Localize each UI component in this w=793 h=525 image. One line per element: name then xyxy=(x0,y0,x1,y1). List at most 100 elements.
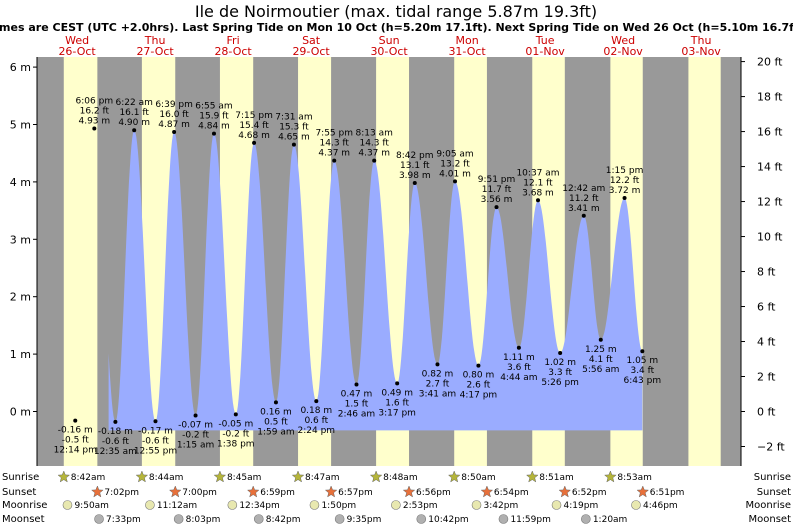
tide-point xyxy=(354,382,359,387)
tide-height-m: 4.93 m xyxy=(78,117,110,127)
tide-height-ft: 1.5 ft xyxy=(345,400,369,410)
tide-point xyxy=(92,126,97,131)
tide-height-m: 0.80 m xyxy=(463,371,495,381)
tide-height-ft: 14.3 ft xyxy=(320,139,350,149)
tide-height-m: 0.18 m xyxy=(300,406,332,416)
day-name: Thu xyxy=(144,34,166,47)
tide-time: 12:55 pm xyxy=(134,446,177,456)
moonrise-icon xyxy=(62,500,73,510)
y-tick-label-ft: 12 ft xyxy=(757,196,783,209)
tide-time: 10:37 am xyxy=(516,168,559,178)
tide-time: 6:39 pm xyxy=(155,100,193,110)
moonrise-time: 12:34pm xyxy=(239,501,279,511)
y-tick-label-ft: 18 ft xyxy=(757,91,783,104)
tide-height-ft: 14.3 ft xyxy=(359,139,389,149)
day-name: Wed xyxy=(65,34,89,47)
tide-height-ft: -0.6 ft xyxy=(102,437,129,447)
y-tick-label-ft: 16 ft xyxy=(757,126,783,139)
sunrise-time: 8:50am xyxy=(461,473,496,483)
tide-time: 6:06 pm xyxy=(76,97,114,107)
tide-point xyxy=(494,205,499,210)
sunrise-row-label-right: Sunrise xyxy=(754,472,791,483)
sunset-time: 6:54pm xyxy=(494,488,529,498)
tide-height-ft: 13.1 ft xyxy=(400,161,430,171)
tide-point xyxy=(581,213,586,218)
tide-height-m: 3.98 m xyxy=(399,171,431,181)
astro-rows: Sunrise Sunrise Sunset Sunset Moonrise Moonri… xyxy=(2,470,791,525)
sunset-time: 6:51pm xyxy=(650,488,685,498)
moonset-icon xyxy=(581,514,591,524)
tide-time: 8:42 pm xyxy=(396,151,434,161)
moonrise-time: 3:42pm xyxy=(484,501,519,511)
y-tick-label-m: 5 m xyxy=(10,119,31,132)
moonrise-time: 4:46pm xyxy=(643,501,678,511)
y-tick-label-ft: 20 ft xyxy=(757,56,783,69)
tide-height-ft: 0.5 ft xyxy=(264,417,288,427)
sunset-row-label: Sunset xyxy=(2,487,36,498)
moonset-icon xyxy=(416,514,427,524)
tide-height-m: 3.68 m xyxy=(522,188,554,198)
y-tick-label-ft: 14 ft xyxy=(757,161,783,174)
tide-height-m: -0.18 m xyxy=(98,427,133,437)
y-tick-label-m: 4 m xyxy=(10,176,31,189)
tide-time: 5:26 pm xyxy=(541,378,579,388)
tide-time: 1:15 am xyxy=(177,441,214,451)
tide-time: 2:24 pm xyxy=(298,426,336,436)
y-tick-label-ft: 6 ft xyxy=(757,301,776,314)
moonrise-time: 9:50am xyxy=(74,501,109,511)
tide-point xyxy=(252,140,257,145)
daylight-band xyxy=(688,57,721,466)
tide-point xyxy=(536,198,541,203)
tide-height-ft: 3.3 ft xyxy=(548,368,572,378)
tide-point xyxy=(453,179,458,184)
sunset-icon xyxy=(324,485,338,498)
sunrise-icon xyxy=(57,470,71,483)
y-tick-label-m: 6 m xyxy=(10,61,31,74)
tide-time: 7:15 pm xyxy=(235,111,273,121)
day-name: Tue xyxy=(535,34,555,47)
tide-height-m: -0.07 m xyxy=(178,421,213,431)
moonrise-row-label-right: Moonrise xyxy=(746,500,791,511)
moonset-icon xyxy=(498,514,509,524)
moonrise-time: 11:12am xyxy=(157,501,197,511)
tide-height-ft: 0.6 ft xyxy=(304,416,328,426)
y-tick-label-ft: 0 ft xyxy=(757,406,776,419)
tide-height-m: 3.72 m xyxy=(609,186,641,196)
tide-point xyxy=(412,181,417,186)
tide-height-m: -0.16 m xyxy=(58,426,93,436)
tide-height-m: 4.37 m xyxy=(358,149,390,159)
tide-point xyxy=(193,413,198,418)
tide-time: 1:38 pm xyxy=(217,439,255,449)
sunset-row-label-right: Sunset xyxy=(757,487,791,498)
tide-height-m: -0.17 m xyxy=(138,426,173,436)
sunset-time: 7:02pm xyxy=(104,488,139,498)
moonrise-icon xyxy=(145,500,155,510)
day-date: 01-Nov xyxy=(525,45,565,58)
tide-point xyxy=(332,158,337,163)
tide-height-ft: 15.4 ft xyxy=(239,121,269,131)
tide-height-m: 4.90 m xyxy=(118,118,150,128)
day-date: 03-Nov xyxy=(681,45,721,58)
sunset-time: 6:56pm xyxy=(416,488,451,498)
tide-time: 8:13 am xyxy=(356,129,393,139)
day-name: Thu xyxy=(690,34,712,47)
sunset-icon xyxy=(91,485,104,498)
y-tick-label-ft: 10 ft xyxy=(757,231,783,244)
tide-height-ft: -0.5 ft xyxy=(62,436,89,446)
moonset-icon xyxy=(94,514,104,524)
tide-height-ft: 1.6 ft xyxy=(385,398,409,408)
moonset-icon xyxy=(173,514,184,524)
tide-time: 1:15 pm xyxy=(606,166,644,176)
day-name: Sun xyxy=(379,34,400,47)
tide-height-ft: 11.7 ft xyxy=(482,185,512,195)
tide-area xyxy=(108,130,643,431)
moonset-time: 9:35pm xyxy=(347,515,382,525)
moonrise-icon xyxy=(227,500,238,510)
tide-height-m: 4.68 m xyxy=(238,131,270,141)
y-tick-label-ft: −2 ft xyxy=(757,440,785,453)
tide-height-ft: 2.6 ft xyxy=(467,381,491,391)
moonset-time: 10:42pm xyxy=(428,515,468,525)
tide-point xyxy=(622,195,627,200)
tide-height-m: 3.41 m xyxy=(568,204,600,214)
